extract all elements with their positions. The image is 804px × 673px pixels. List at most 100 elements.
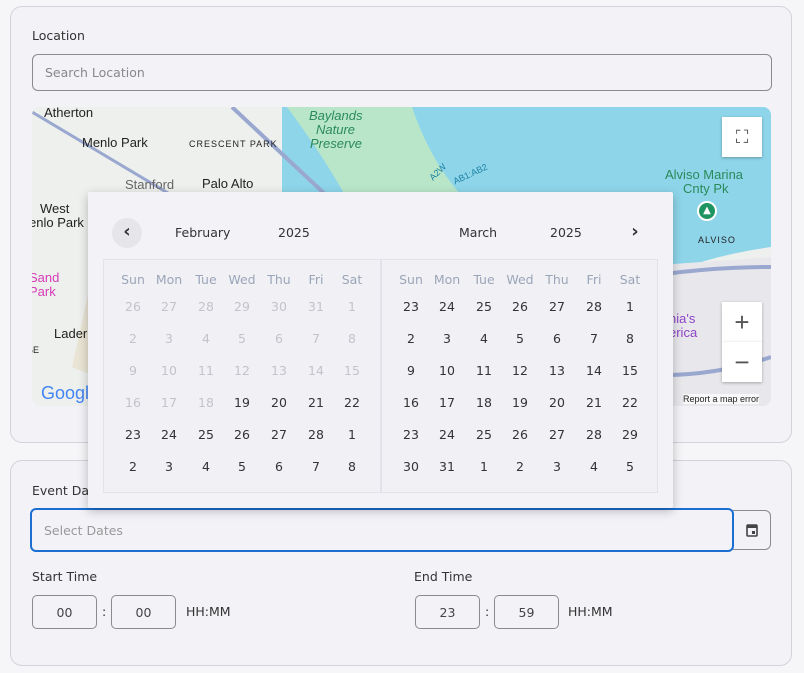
- day-cell[interactable]: 25: [198, 427, 214, 442]
- day-cell[interactable]: 27: [271, 427, 287, 442]
- weekday-header: Fri: [308, 272, 324, 287]
- day-cell[interactable]: 17: [439, 395, 455, 410]
- day-cell[interactable]: 25: [476, 427, 492, 442]
- day-cell[interactable]: 26: [512, 299, 528, 314]
- day-cell[interactable]: 27: [549, 427, 565, 442]
- day-cell[interactable]: 4: [202, 459, 210, 474]
- day-cell[interactable]: 2: [407, 331, 415, 346]
- day-cell[interactable]: 19: [234, 395, 250, 410]
- start-time-label: Start Time: [32, 569, 98, 584]
- day-cell[interactable]: 23: [403, 299, 419, 314]
- start-minute-input[interactable]: 00: [111, 595, 176, 629]
- time-separator: :: [485, 604, 490, 619]
- day-cell[interactable]: 16: [403, 395, 419, 410]
- google-logo: Google: [41, 383, 100, 403]
- day-cell[interactable]: 21: [308, 395, 324, 410]
- day-cell[interactable]: 19: [512, 395, 528, 410]
- zoom-in-button[interactable]: +: [722, 302, 762, 342]
- day-cell[interactable]: 3: [443, 331, 451, 346]
- day-cell: 14: [308, 363, 324, 378]
- day-cell[interactable]: 27: [549, 299, 565, 314]
- day-cell[interactable]: 24: [161, 427, 177, 442]
- day-cell[interactable]: 21: [586, 395, 602, 410]
- select-dates-input[interactable]: Select Dates: [30, 508, 734, 552]
- day-cell[interactable]: 5: [516, 331, 524, 346]
- day-cell[interactable]: 28: [308, 427, 324, 442]
- day-cell[interactable]: 24: [439, 299, 455, 314]
- day-cell: 26: [125, 299, 141, 314]
- day-cell[interactable]: 2: [516, 459, 524, 474]
- start-hour-input[interactable]: 00: [32, 595, 97, 629]
- day-cell[interactable]: 22: [622, 395, 638, 410]
- day-cell[interactable]: 3: [165, 459, 173, 474]
- day-cell[interactable]: 18: [476, 395, 492, 410]
- day-cell[interactable]: 11: [476, 363, 492, 378]
- prev-month-button[interactable]: ‹: [112, 218, 142, 248]
- day-cell[interactable]: 28: [586, 299, 602, 314]
- weekday-header: Thu: [267, 272, 291, 287]
- calendar-button[interactable]: [733, 510, 771, 550]
- day-cell[interactable]: 8: [626, 331, 634, 346]
- day-cell[interactable]: 23: [403, 427, 419, 442]
- day-cell: 6: [275, 331, 283, 346]
- year-label[interactable]: 2025: [550, 225, 582, 240]
- day-cell[interactable]: 6: [275, 459, 283, 474]
- end-hour-input[interactable]: 23: [415, 595, 480, 629]
- day-cell[interactable]: 13: [549, 363, 565, 378]
- end-minute-input[interactable]: 59: [494, 595, 559, 629]
- day-cell[interactable]: 26: [512, 427, 528, 442]
- time-separator: :: [102, 604, 107, 619]
- day-cell: 27: [161, 299, 177, 314]
- day-cell[interactable]: 12: [512, 363, 528, 378]
- day-cell[interactable]: 23: [125, 427, 141, 442]
- day-cell[interactable]: 3: [553, 459, 561, 474]
- report-map-error-link[interactable]: Report a map error: [683, 394, 760, 404]
- day-cell[interactable]: 20: [549, 395, 565, 410]
- map-label: CRESCENT PARK: [189, 139, 278, 149]
- day-cell[interactable]: 6: [553, 331, 561, 346]
- day-cell[interactable]: 2: [129, 459, 137, 474]
- map-label: Stanford: [125, 177, 175, 192]
- year-label[interactable]: 2025: [278, 225, 310, 240]
- month-label[interactable]: February: [175, 225, 231, 240]
- day-cell[interactable]: 25: [476, 299, 492, 314]
- day-cell: 29: [234, 299, 250, 314]
- day-cell[interactable]: 1: [480, 459, 488, 474]
- next-month-button[interactable]: ›: [631, 221, 639, 242]
- day-cell[interactable]: 5: [626, 459, 634, 474]
- fullscreen-button[interactable]: ⛶: [722, 117, 762, 157]
- day-cell[interactable]: 4: [480, 331, 488, 346]
- day-cell[interactable]: 28: [586, 427, 602, 442]
- day-cell[interactable]: 1: [348, 427, 356, 442]
- day-cell[interactable]: 4: [590, 459, 598, 474]
- search-location-input[interactable]: Search Location: [32, 54, 772, 91]
- day-cell[interactable]: 14: [586, 363, 602, 378]
- day-cell[interactable]: 7: [312, 459, 320, 474]
- day-cell[interactable]: 30: [403, 459, 419, 474]
- zoom-out-button[interactable]: −: [722, 342, 762, 382]
- day-cell[interactable]: 26: [234, 427, 250, 442]
- day-cell[interactable]: 5: [238, 459, 246, 474]
- map-label: Menlo Park: [82, 135, 148, 150]
- day-cell: 5: [238, 331, 246, 346]
- day-cell[interactable]: 29: [622, 427, 638, 442]
- day-cell[interactable]: 1: [626, 299, 634, 314]
- day-cell: 9: [129, 363, 137, 378]
- day-cell[interactable]: 9: [407, 363, 415, 378]
- map-label: West: [40, 201, 70, 216]
- end-time-label: End Time: [414, 569, 473, 584]
- weekday-header: Mon: [155, 272, 183, 287]
- day-cell[interactable]: 10: [439, 363, 455, 378]
- day-cell[interactable]: 8: [348, 459, 356, 474]
- day-cell[interactable]: 15: [622, 363, 638, 378]
- park-pin-icon: ▲: [697, 201, 717, 221]
- weekday-header: Wed: [228, 272, 256, 287]
- map-label: Park: [32, 284, 56, 299]
- month-label[interactable]: March: [459, 225, 498, 240]
- day-cell[interactable]: 7: [590, 331, 598, 346]
- day-cell[interactable]: 22: [344, 395, 360, 410]
- day-cell[interactable]: 31: [439, 459, 455, 474]
- day-cell[interactable]: 20: [271, 395, 287, 410]
- day-cell: 16: [125, 395, 141, 410]
- day-cell[interactable]: 24: [439, 427, 455, 442]
